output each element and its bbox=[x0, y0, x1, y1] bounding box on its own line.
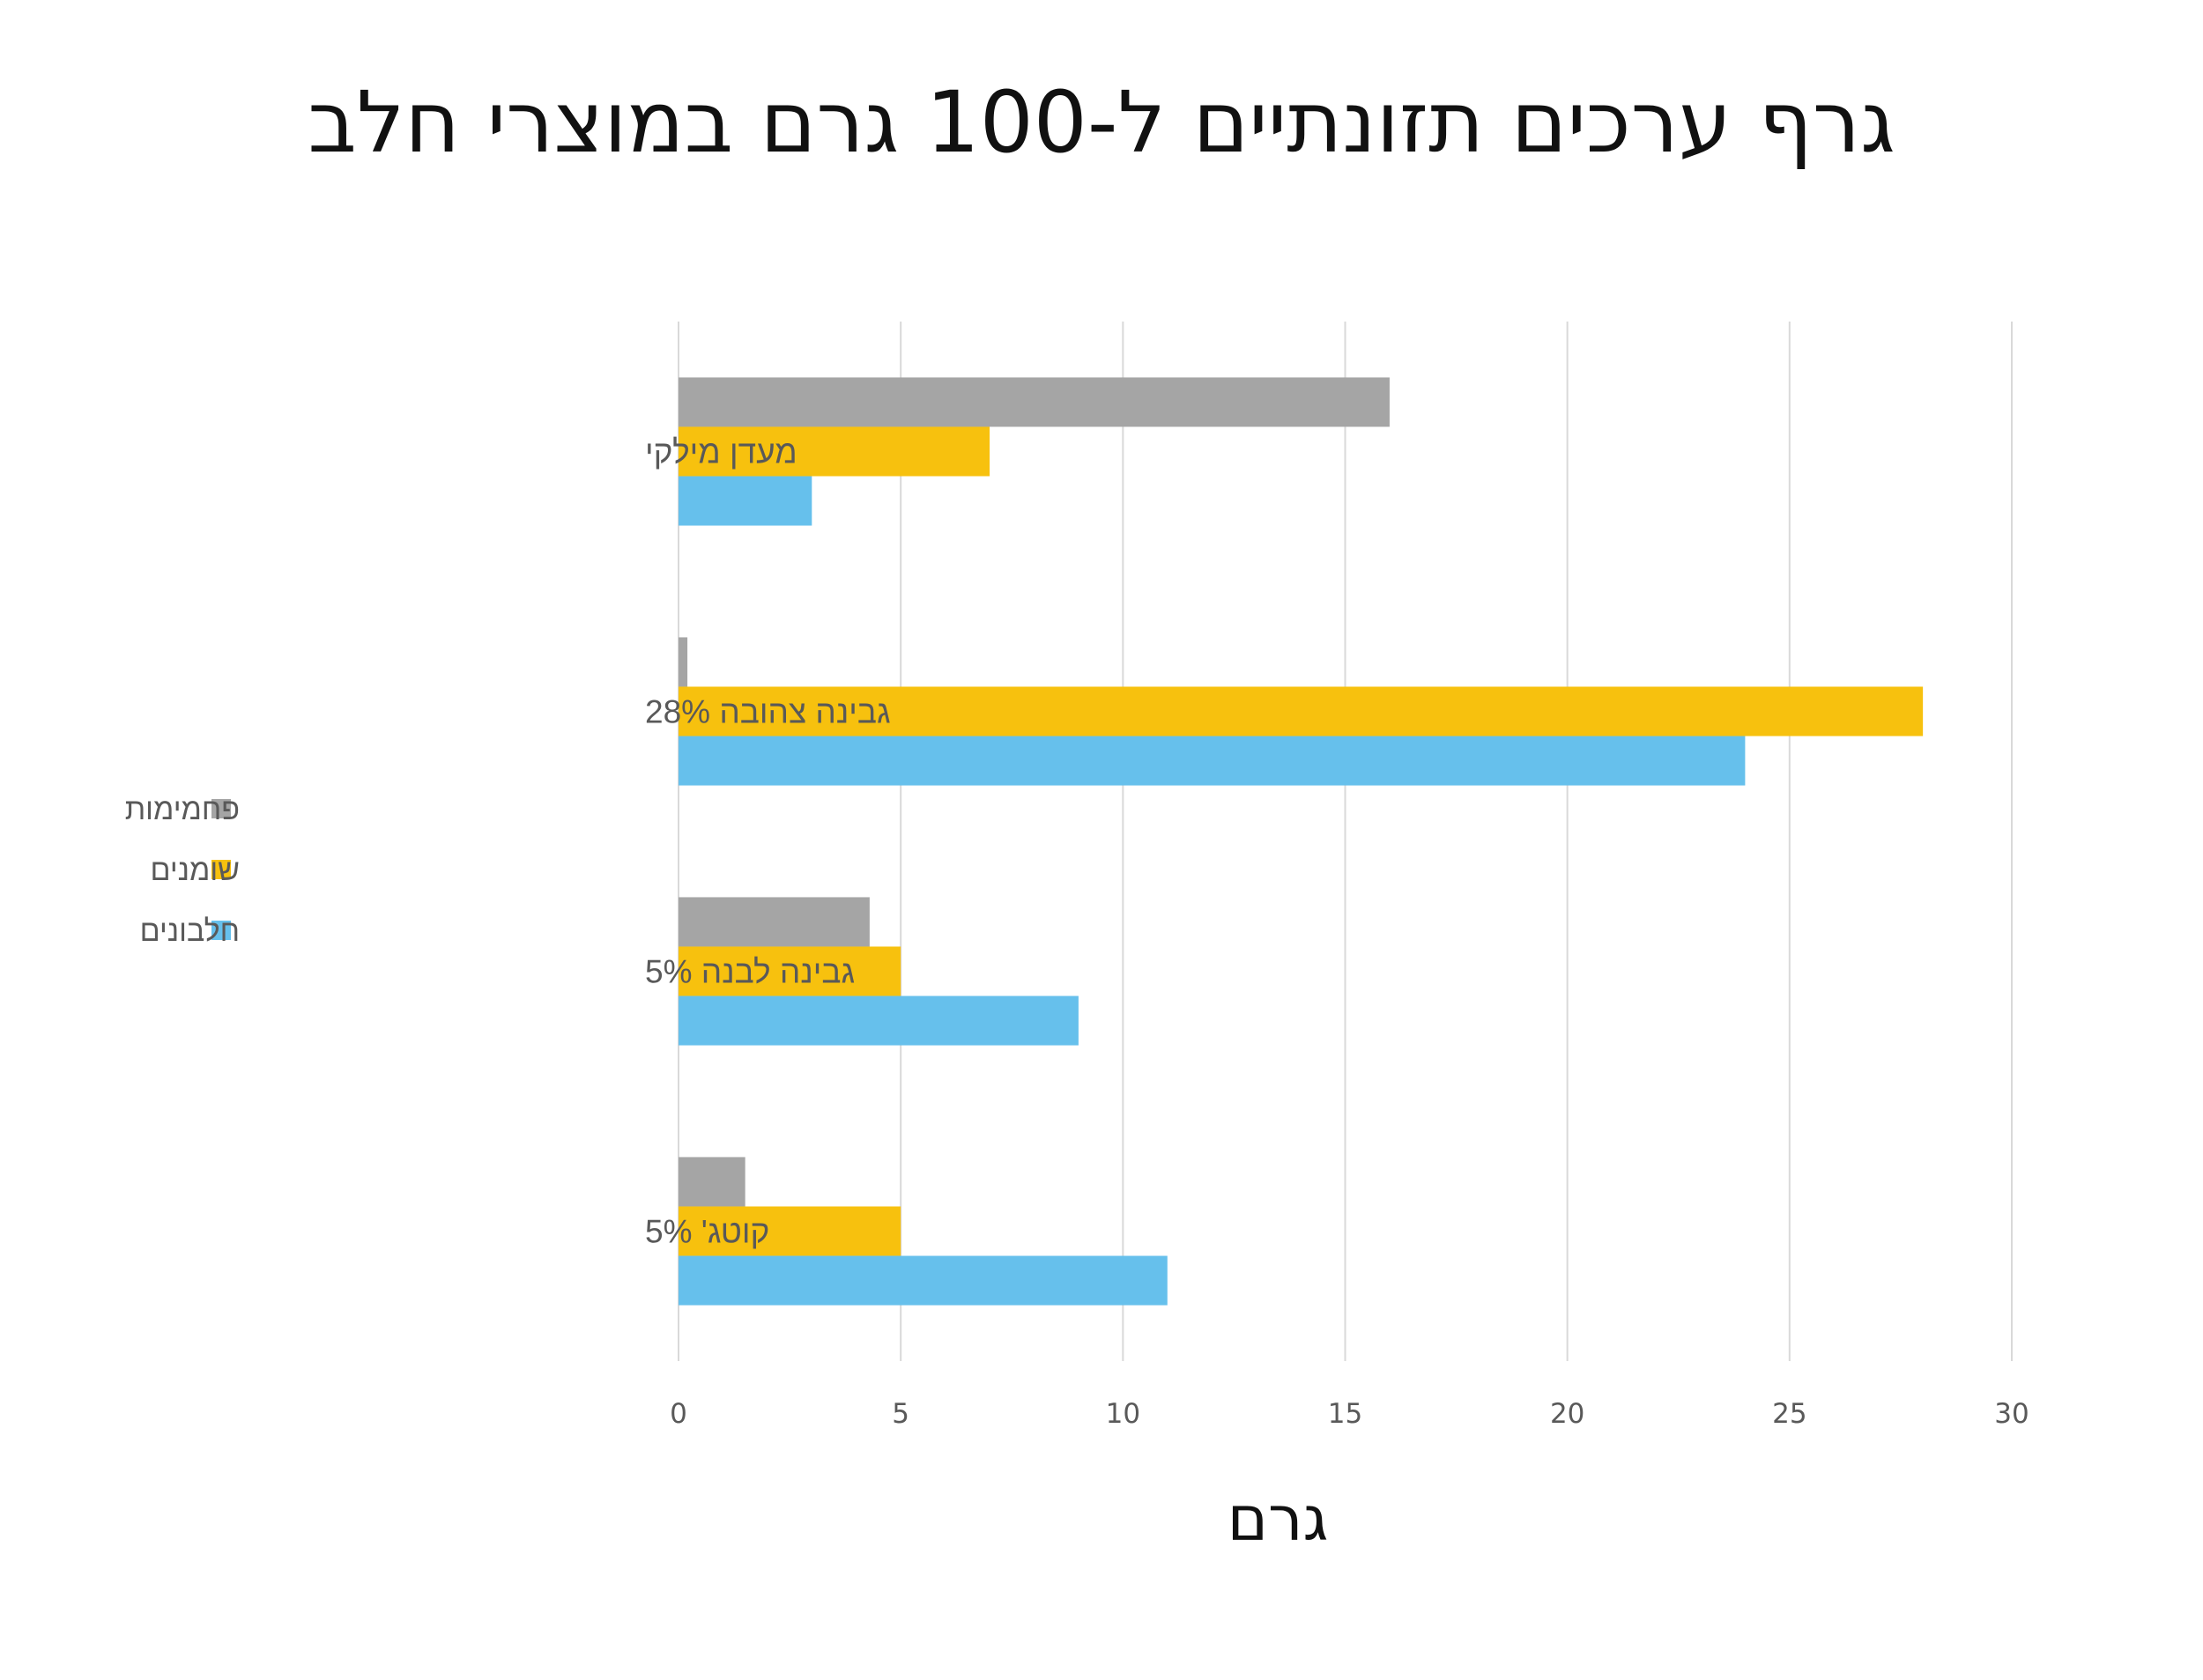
x-axis-title: גרם bbox=[1228, 1483, 1329, 1555]
bar bbox=[679, 426, 990, 477]
legend-swatch bbox=[211, 799, 231, 818]
x-tick-label: 5 bbox=[892, 1398, 909, 1430]
legend-label: חלבונים bbox=[140, 914, 240, 948]
x-tick-label: 20 bbox=[1550, 1398, 1584, 1430]
bar bbox=[679, 686, 1924, 736]
legend-swatch bbox=[211, 921, 231, 940]
bar bbox=[679, 946, 901, 996]
category-label: קוטג' 5% bbox=[645, 1214, 769, 1250]
legend: פחמימות שומנים חלבונים bbox=[125, 793, 240, 948]
bar bbox=[679, 1255, 1168, 1306]
bar bbox=[679, 1157, 745, 1207]
category-labels: מעדן מילקי גבינה צהובה 28% גבינה לבנה 5% קו… bbox=[645, 434, 891, 1250]
x-tick-label: 15 bbox=[1328, 1398, 1362, 1430]
bar bbox=[679, 897, 870, 947]
x-tick-label: 10 bbox=[1106, 1398, 1140, 1430]
category-label: גבינה צהובה 28% bbox=[645, 694, 891, 730]
category-label: גבינה לבנה 5% bbox=[645, 954, 855, 990]
chart-title: גרף ערכים תזונתיים ל-100 גרם במוצרי חלב bbox=[308, 73, 1895, 172]
gridlines bbox=[678, 322, 2013, 1361]
bars bbox=[679, 377, 1924, 1306]
bar bbox=[679, 1206, 901, 1256]
bar bbox=[679, 637, 688, 687]
legend-swatch bbox=[211, 860, 231, 879]
x-tick-label: 0 bbox=[670, 1398, 687, 1430]
bar bbox=[679, 476, 812, 526]
x-tick-label: 25 bbox=[1772, 1398, 1806, 1430]
x-tick-labels: 0 5 10 15 20 25 30 bbox=[670, 1398, 2029, 1430]
bar bbox=[679, 736, 1746, 786]
category-label: מעדן מילקי bbox=[645, 434, 797, 470]
legend-label: פחמימות bbox=[125, 793, 240, 826]
legend-label: שומנים bbox=[151, 854, 240, 887]
x-tick-label: 30 bbox=[1994, 1398, 2029, 1430]
bar bbox=[679, 377, 1390, 427]
bar bbox=[679, 995, 1079, 1046]
